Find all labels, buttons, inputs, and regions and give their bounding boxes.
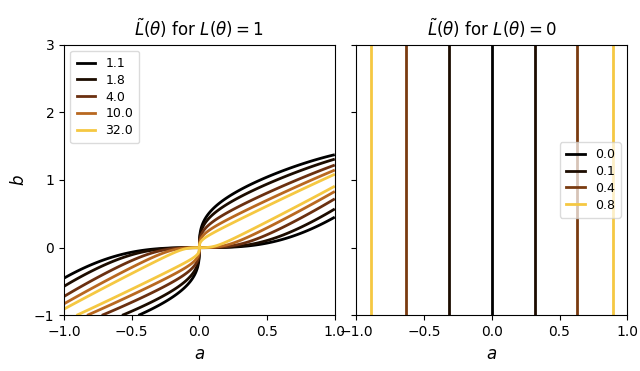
Title: $\tilde{L}(\theta)$ for $L(\theta) = 0$: $\tilde{L}(\theta)$ for $L(\theta) = 0$ [427, 17, 557, 40]
Legend: 1.1, 1.8, 4.0, 10.0, 32.0: 1.1, 1.8, 4.0, 10.0, 32.0 [70, 51, 140, 143]
X-axis label: $a$: $a$ [486, 345, 497, 362]
X-axis label: $a$: $a$ [194, 345, 205, 362]
Title: $\tilde{L}(\theta)$ for $L(\theta) = 1$: $\tilde{L}(\theta)$ for $L(\theta) = 1$ [134, 17, 264, 40]
Y-axis label: $b$: $b$ [10, 174, 28, 186]
Legend: 0.0, 0.1, 0.4, 0.8: 0.0, 0.1, 0.4, 0.8 [560, 142, 621, 218]
